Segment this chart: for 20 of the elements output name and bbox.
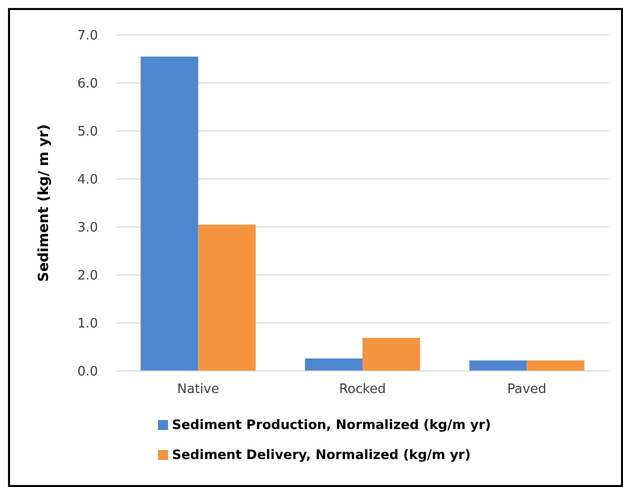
y-axis-title: Sediment (kg/ m yr) [36,124,52,282]
bar [304,358,362,371]
bar [198,224,256,371]
y-tick-label: 6.0 [77,76,98,92]
y-tick-label: 5.0 [77,124,98,140]
bar [526,360,584,371]
x-tick-label: Rocked [339,382,386,397]
y-tick-label: 2.0 [77,268,98,284]
bar [140,56,198,371]
x-tick-label: Native [177,382,220,397]
y-tick-label: 1.0 [77,316,98,332]
bar [362,338,420,371]
y-tick-label: 4.0 [77,172,98,188]
legend-label: Sediment Delivery, Normalized (kg/m yr) [172,448,471,463]
bar [469,360,527,371]
x-tick-label: Paved [507,382,546,397]
y-tick-label: 3.0 [77,220,98,236]
y-tick-label: 7.0 [77,28,98,44]
y-tick-label: 0.0 [77,364,98,380]
legend-label: Sediment Production, Normalized (kg/m yr) [172,418,491,433]
